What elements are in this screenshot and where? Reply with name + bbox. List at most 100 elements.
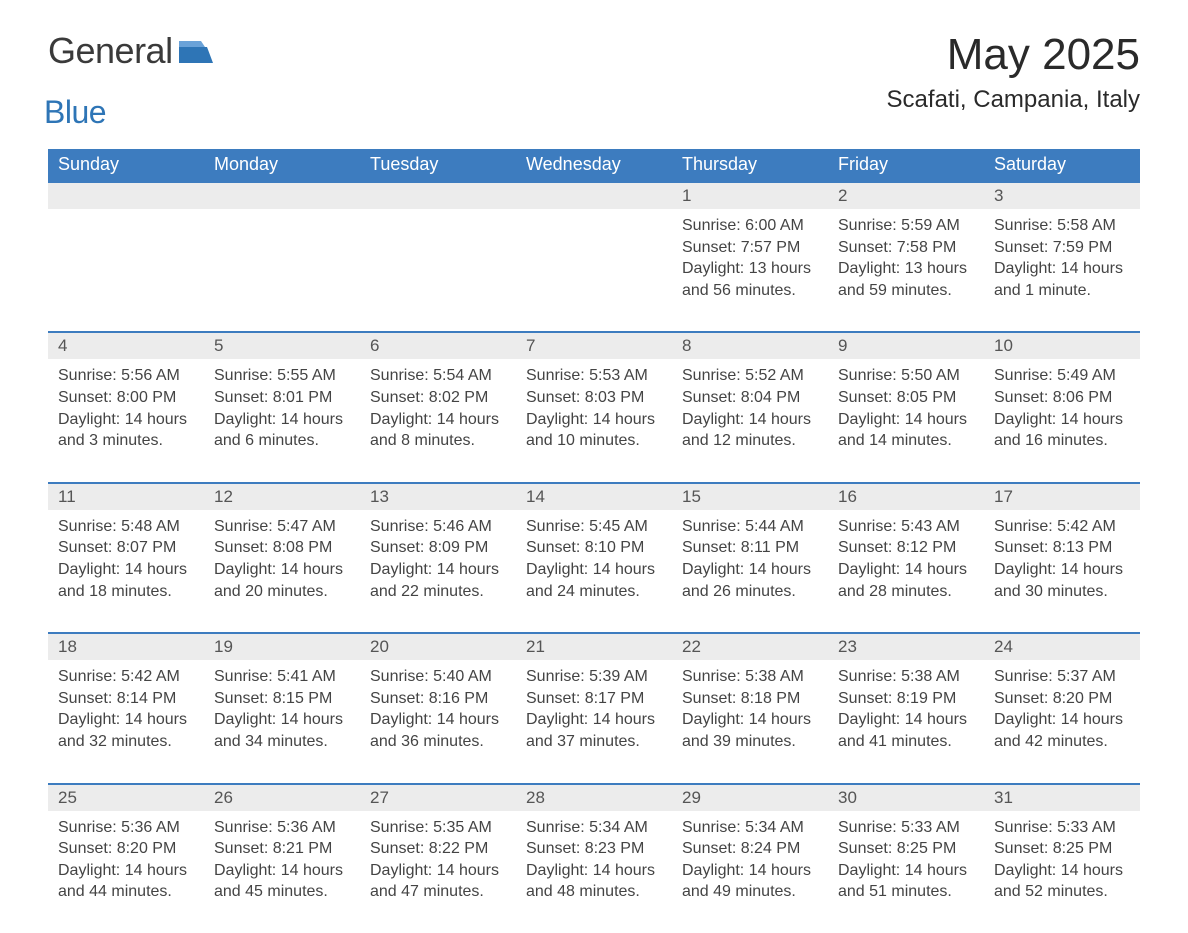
- day-details: Sunrise: 5:52 AMSunset: 8:04 PMDaylight:…: [672, 359, 828, 451]
- sunrise-line: Sunrise: 5:58 AM: [994, 215, 1130, 237]
- sunset-line: Sunset: 8:22 PM: [370, 838, 506, 860]
- day-number: 9: [828, 333, 984, 359]
- day-number: 29: [672, 785, 828, 811]
- sunrise-line: Sunrise: 5:33 AM: [994, 817, 1130, 839]
- sunrise-line: Sunrise: 5:34 AM: [682, 817, 818, 839]
- day-number: 14: [516, 484, 672, 510]
- calendar-day-cell: 25Sunrise: 5:36 AMSunset: 8:20 PMDayligh…: [48, 784, 204, 933]
- day-details: Sunrise: 5:34 AMSunset: 8:23 PMDaylight:…: [516, 811, 672, 903]
- daylight-line: Daylight: 14 hours and 28 minutes.: [838, 559, 974, 602]
- sunrise-line: Sunrise: 5:35 AM: [370, 817, 506, 839]
- day-number: 26: [204, 785, 360, 811]
- sunset-line: Sunset: 8:13 PM: [994, 537, 1130, 559]
- day-number: 18: [48, 634, 204, 660]
- day-number-blank: [204, 183, 360, 209]
- calendar-day-cell: 4Sunrise: 5:56 AMSunset: 8:00 PMDaylight…: [48, 332, 204, 482]
- calendar-day-cell: 17Sunrise: 5:42 AMSunset: 8:13 PMDayligh…: [984, 483, 1140, 633]
- calendar-table: Sunday Monday Tuesday Wednesday Thursday…: [48, 149, 1140, 933]
- calendar-day-cell: 7Sunrise: 5:53 AMSunset: 8:03 PMDaylight…: [516, 332, 672, 482]
- calendar-day-cell: 16Sunrise: 5:43 AMSunset: 8:12 PMDayligh…: [828, 483, 984, 633]
- daylight-line: Daylight: 14 hours and 44 minutes.: [58, 860, 194, 903]
- day-number: 19: [204, 634, 360, 660]
- daylight-line: Daylight: 14 hours and 6 minutes.: [214, 409, 350, 452]
- sunset-line: Sunset: 8:10 PM: [526, 537, 662, 559]
- sunset-line: Sunset: 8:08 PM: [214, 537, 350, 559]
- sunset-line: Sunset: 8:07 PM: [58, 537, 194, 559]
- daylight-line: Daylight: 14 hours and 34 minutes.: [214, 709, 350, 752]
- day-number: 25: [48, 785, 204, 811]
- month-title: May 2025: [887, 30, 1140, 80]
- sunset-line: Sunset: 8:03 PM: [526, 387, 662, 409]
- sunrise-line: Sunrise: 5:38 AM: [838, 666, 974, 688]
- sunrise-line: Sunrise: 5:43 AM: [838, 516, 974, 538]
- day-details: Sunrise: 5:54 AMSunset: 8:02 PMDaylight:…: [360, 359, 516, 451]
- sunrise-line: Sunrise: 5:40 AM: [370, 666, 506, 688]
- sunset-line: Sunset: 8:16 PM: [370, 688, 506, 710]
- daylight-line: Daylight: 14 hours and 1 minute.: [994, 258, 1130, 301]
- calendar-day-cell: [204, 182, 360, 332]
- sunrise-line: Sunrise: 5:36 AM: [214, 817, 350, 839]
- day-details: Sunrise: 5:47 AMSunset: 8:08 PMDaylight:…: [204, 510, 360, 602]
- calendar-day-cell: 19 Sunrise: 5:41 AMSunset: 8:15 PMDayligh…: [204, 633, 360, 783]
- daylight-line: Daylight: 13 hours and 59 minutes.: [838, 258, 974, 301]
- daylight-line: Daylight: 14 hours and 3 minutes.: [58, 409, 194, 452]
- logo-word2: Blue: [44, 94, 213, 131]
- title-block: May 2025 Scafati, Campania, Italy: [887, 30, 1140, 114]
- sunrise-line: Sunrise: 5:41 AM: [214, 666, 350, 688]
- daylight-line: Daylight: 14 hours and 32 minutes.: [58, 709, 194, 752]
- dow-friday: Friday: [828, 149, 984, 182]
- daylight-line: Daylight: 14 hours and 20 minutes.: [214, 559, 350, 602]
- day-details: Sunrise: 5:34 AMSunset: 8:24 PMDaylight:…: [672, 811, 828, 903]
- calendar-day-cell: 27Sunrise: 5:35 AMSunset: 8:22 PMDayligh…: [360, 784, 516, 933]
- logo-flag-icon: [179, 50, 213, 67]
- calendar-day-cell: 6Sunrise: 5:54 AMSunset: 8:02 PMDaylight…: [360, 332, 516, 482]
- daylight-line: Daylight: 14 hours and 22 minutes.: [370, 559, 506, 602]
- day-number: 8: [672, 333, 828, 359]
- sunset-line: Sunset: 8:12 PM: [838, 537, 974, 559]
- day-details: Sunrise: 5:42 AMSunset: 8:13 PMDaylight:…: [984, 510, 1140, 602]
- day-details: Sunrise: 5:49 AMSunset: 8:06 PMDaylight:…: [984, 359, 1140, 451]
- daylight-line: Daylight: 14 hours and 12 minutes.: [682, 409, 818, 452]
- day-number: 23: [828, 634, 984, 660]
- sunset-line: Sunset: 8:17 PM: [526, 688, 662, 710]
- day-number: 1: [672, 183, 828, 209]
- calendar-day-cell: [360, 182, 516, 332]
- calendar-day-cell: 9Sunrise: 5:50 AMSunset: 8:05 PMDaylight…: [828, 332, 984, 482]
- location-label: Scafati, Campania, Italy: [887, 86, 1140, 114]
- sunrise-line: Sunrise: 5:53 AM: [526, 365, 662, 387]
- sunset-line: Sunset: 8:21 PM: [214, 838, 350, 860]
- day-details: Sunrise: 5:33 AMSunset: 8:25 PMDaylight:…: [984, 811, 1140, 903]
- sunrise-line: Sunrise: 5:49 AM: [994, 365, 1130, 387]
- day-details: Sunrise: 5:46 AMSunset: 8:09 PMDaylight:…: [360, 510, 516, 602]
- day-number: 21: [516, 634, 672, 660]
- calendar-day-cell: 10Sunrise: 5:49 AMSunset: 8:06 PMDayligh…: [984, 332, 1140, 482]
- daylight-line: Daylight: 14 hours and 51 minutes.: [838, 860, 974, 903]
- calendar-day-cell: [516, 182, 672, 332]
- sunset-line: Sunset: 8:05 PM: [838, 387, 974, 409]
- sunrise-line: Sunrise: 5:48 AM: [58, 516, 194, 538]
- calendar-day-cell: 23Sunrise: 5:38 AMSunset: 8:19 PMDayligh…: [828, 633, 984, 783]
- sunset-line: Sunset: 8:01 PM: [214, 387, 350, 409]
- calendar-day-cell: 28Sunrise: 5:34 AMSunset: 8:23 PMDayligh…: [516, 784, 672, 933]
- sunset-line: Sunset: 8:15 PM: [214, 688, 350, 710]
- dow-wednesday: Wednesday: [516, 149, 672, 182]
- calendar-day-cell: 26Sunrise: 5:36 AMSunset: 8:21 PMDayligh…: [204, 784, 360, 933]
- sunset-line: Sunset: 8:11 PM: [682, 537, 818, 559]
- calendar-day-cell: 15Sunrise: 5:44 AMSunset: 8:11 PMDayligh…: [672, 483, 828, 633]
- day-details: Sunrise: 5:42 AMSunset: 8:14 PMDaylight:…: [48, 660, 204, 752]
- day-details: Sunrise: 5:45 AMSunset: 8:10 PMDaylight:…: [516, 510, 672, 602]
- daylight-line: Daylight: 14 hours and 18 minutes.: [58, 559, 194, 602]
- sunset-line: Sunset: 7:57 PM: [682, 237, 818, 259]
- daylight-line: Daylight: 14 hours and 14 minutes.: [838, 409, 974, 452]
- day-number: 24: [984, 634, 1140, 660]
- day-number: 20: [360, 634, 516, 660]
- day-of-week-row: Sunday Monday Tuesday Wednesday Thursday…: [48, 149, 1140, 182]
- day-number: 13: [360, 484, 516, 510]
- logo: General Blue: [48, 30, 213, 131]
- dow-thursday: Thursday: [672, 149, 828, 182]
- logo-word1: General: [48, 30, 173, 71]
- day-number: 2: [828, 183, 984, 209]
- day-details: Sunrise: 6:00 AMSunset: 7:57 PMDaylight:…: [672, 209, 828, 301]
- day-number: 31: [984, 785, 1140, 811]
- sunset-line: Sunset: 8:14 PM: [58, 688, 194, 710]
